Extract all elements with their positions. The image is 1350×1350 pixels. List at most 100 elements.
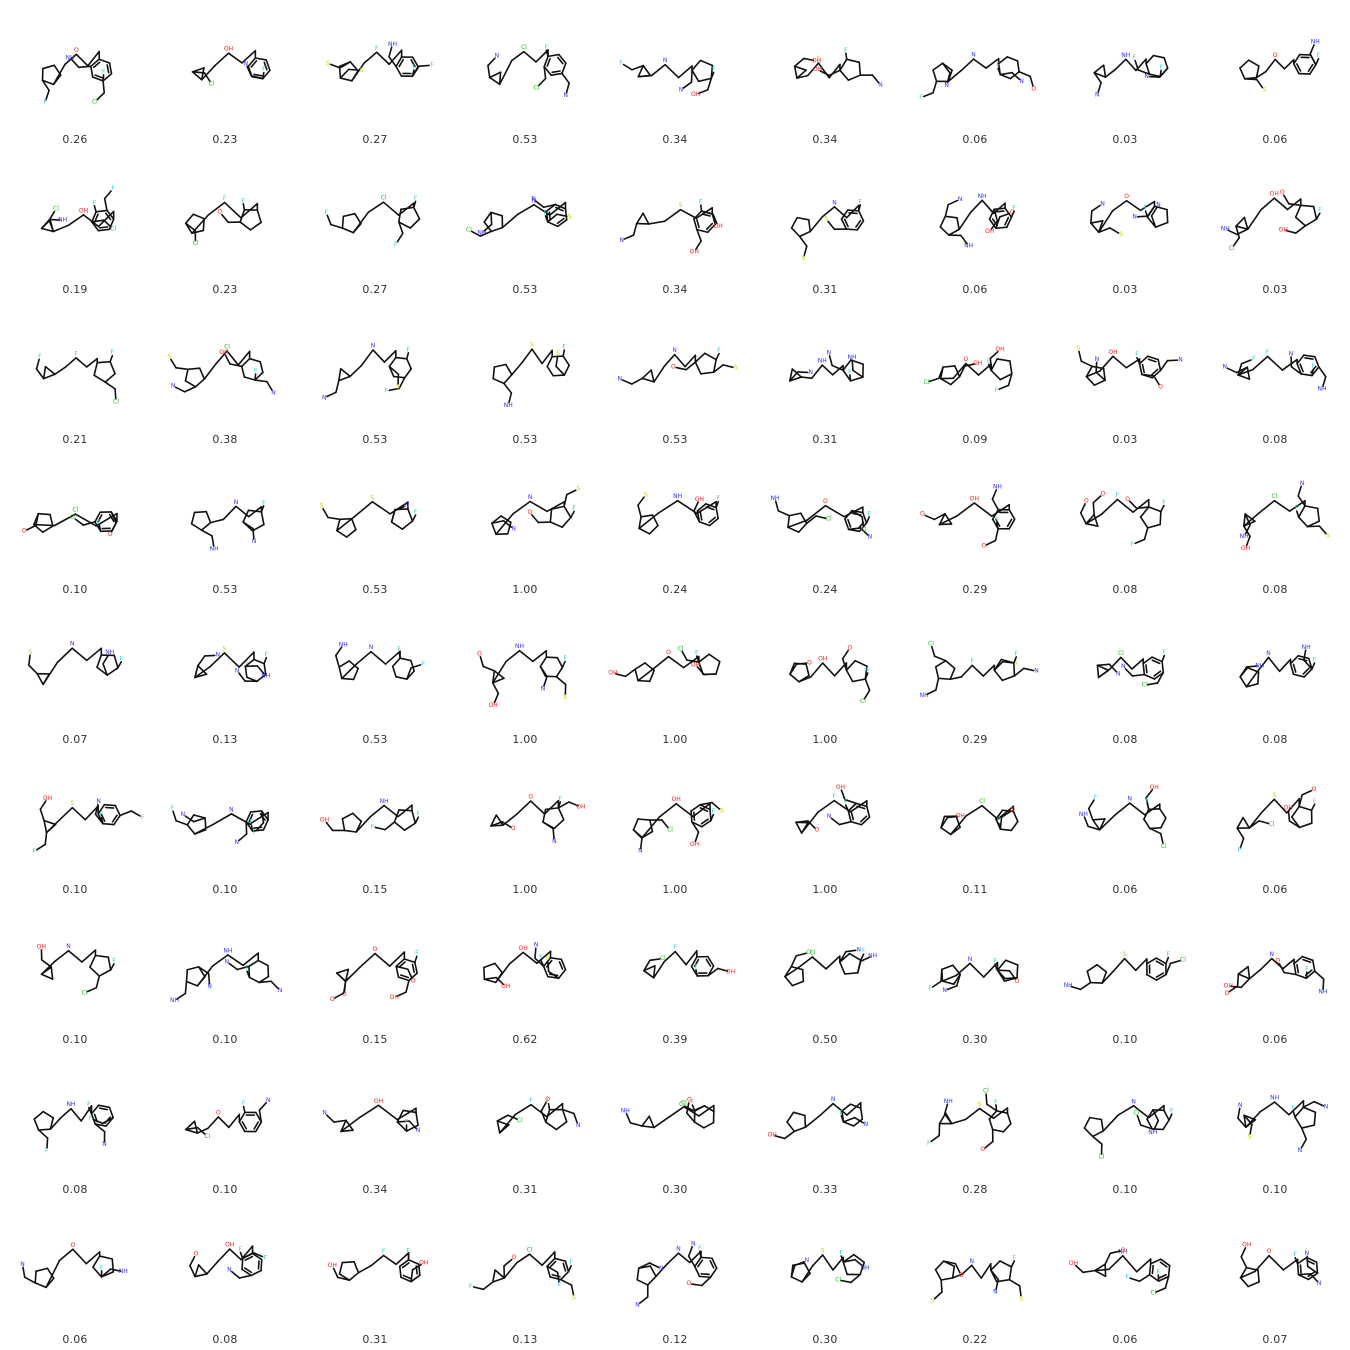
bond: [492, 366, 496, 380]
atom-label-fluorine: F: [971, 658, 975, 665]
bond: [550, 72, 563, 76]
bond: [697, 1259, 704, 1268]
bond: [1125, 199, 1142, 212]
bond: [562, 355, 570, 367]
bond: [547, 1102, 551, 1111]
bond: [109, 354, 114, 363]
bond: [1004, 207, 1013, 219]
bond: [992, 1107, 1009, 1120]
bond: [1145, 664, 1148, 674]
atom-label-sulfur: S: [1272, 792, 1276, 799]
similarity-score: 0.08: [212, 1333, 238, 1346]
atom-label-nh: NH: [868, 952, 877, 959]
bond: [360, 349, 374, 367]
bond: [856, 960, 862, 974]
bond: [98, 524, 102, 533]
bond: [561, 72, 570, 84]
bond: [706, 223, 717, 234]
bond: [663, 353, 676, 367]
atom-label-fluorine: F: [919, 94, 923, 101]
atom-label-nh: NH: [673, 493, 682, 500]
bond: [401, 520, 414, 530]
atom-label-hydroxyl: OH: [970, 495, 979, 502]
bond: [1243, 1114, 1253, 1126]
bond: [1095, 361, 1098, 374]
bond: [988, 1110, 998, 1120]
atom-label-fluorine: F: [262, 499, 266, 506]
bond: [102, 72, 113, 82]
bond: [246, 970, 251, 979]
bond: [842, 1253, 855, 1263]
atom-label-nitrogen: N: [1095, 356, 1100, 363]
atom-label-hydroxyl: OH: [995, 346, 1004, 353]
bond: [336, 515, 356, 532]
bond: [554, 206, 564, 212]
bond: [335, 379, 340, 394]
bond: [93, 361, 99, 377]
bond: [102, 663, 109, 676]
bond: [540, 1110, 547, 1123]
bond: [411, 1263, 422, 1271]
bond: [938, 512, 946, 526]
atom-label-oxygen: O: [1121, 1247, 1126, 1254]
bond: [253, 658, 265, 665]
bond: [1095, 371, 1106, 382]
bond: [699, 807, 709, 813]
bond: [643, 964, 656, 972]
bond: [791, 980, 805, 987]
bond: [251, 829, 265, 832]
bond: [1096, 664, 1100, 679]
atom-label-chlorine: Cl: [1229, 245, 1235, 252]
bond: [1301, 789, 1313, 796]
bond: [100, 1268, 112, 1278]
bond: [370, 650, 387, 665]
bond: [658, 802, 677, 818]
atom-label-nh: NH: [66, 1101, 75, 1108]
bond: [1002, 1122, 1012, 1133]
bond: [1138, 1273, 1151, 1283]
bond: [539, 656, 548, 668]
bond: [347, 68, 360, 72]
atom-label-nitrogen: N: [96, 798, 101, 805]
bond: [777, 510, 791, 517]
bond: [956, 217, 960, 231]
bond: [1294, 1256, 1299, 1265]
bond: [555, 355, 559, 368]
bond: [194, 666, 211, 679]
atom-label-hydroxyl: OH: [1270, 191, 1279, 198]
bond: [411, 809, 417, 824]
bond: [1230, 985, 1242, 989]
bond: [939, 377, 952, 386]
bond: [97, 210, 115, 228]
bond: [960, 664, 974, 678]
bond: [1121, 1254, 1138, 1273]
atom-label-sulfur: S: [563, 694, 567, 701]
bond: [1240, 359, 1252, 365]
bond: [838, 950, 847, 963]
similarity-score: 0.53: [512, 283, 538, 296]
bond: [1235, 225, 1241, 239]
molecule-cell: Cl O NH Cl F 0.30: [600, 1050, 750, 1200]
atom-label-hydroxyl: OH: [836, 784, 845, 791]
bond: [70, 1107, 83, 1122]
bond: [1163, 1109, 1170, 1121]
similarity-score: 0.12: [662, 1333, 688, 1346]
bond: [843, 218, 849, 228]
similarity-score: 0.15: [362, 883, 388, 896]
bond: [1309, 44, 1315, 55]
atom-label-nh: NH: [477, 229, 486, 236]
similarity-score: 0.30: [962, 1033, 988, 1046]
bond: [1237, 368, 1254, 376]
similarity-score: 0.38: [212, 433, 238, 446]
bond: [691, 1104, 696, 1112]
bond: [573, 1112, 579, 1124]
bond: [546, 213, 558, 223]
bond: [994, 963, 999, 972]
similarity-score: 0.03: [1112, 283, 1138, 296]
bond: [479, 230, 493, 237]
bond: [993, 660, 1004, 672]
